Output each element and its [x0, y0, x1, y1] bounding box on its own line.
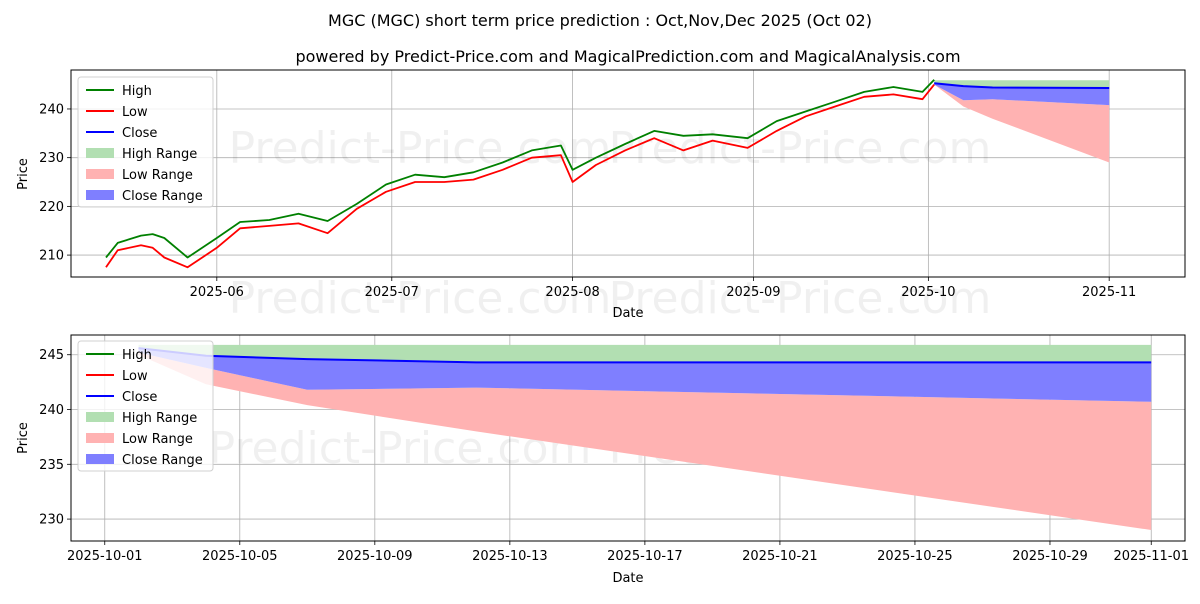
y-tick-label: 240	[39, 102, 64, 117]
x-tick-label: 2025-10-13	[472, 549, 548, 564]
legend-label: Close	[122, 390, 157, 405]
low-range-band	[138, 352, 1152, 530]
legend-patch-swatch	[86, 190, 114, 200]
chart-title: MGC (MGC) short term price prediction : …	[328, 11, 872, 30]
bottom-y-axis-label: Price	[16, 422, 31, 454]
y-tick-label: 220	[39, 200, 64, 215]
y-tick-label: 245	[39, 348, 64, 363]
legend-label: High Range	[122, 411, 197, 426]
bottom-legend: High Low Close High Range Low Range Close Ran…	[77, 340, 214, 472]
legend-label: Low	[122, 369, 148, 384]
legend-label: Low	[122, 105, 148, 120]
x-tick-label: 2025-10-09	[337, 549, 413, 564]
legend-patch-swatch	[86, 454, 114, 464]
top-series-layer	[105, 79, 1110, 269]
x-tick-label: 2025-10-05	[202, 549, 278, 564]
legend-patch-swatch	[86, 433, 114, 443]
chart-subtitle: powered by Predict-Price.com and Magical…	[295, 47, 960, 66]
y-tick-label: 240	[39, 403, 64, 418]
legend-label: Low Range	[122, 168, 193, 183]
legend-label: High	[122, 84, 152, 99]
legend-label: Close Range	[122, 453, 203, 468]
top-chart-panel: Predict-Price.com Predict-Price.com Pred…	[16, 69, 1186, 324]
high-line	[105, 79, 935, 259]
legend-label: High	[122, 348, 152, 363]
y-tick-label: 230	[39, 151, 64, 166]
x-tick-label: 2025-10-01	[67, 549, 143, 564]
x-tick-label: 2025-09	[726, 285, 780, 300]
x-tick-label: 2025-11-01	[1113, 549, 1189, 564]
x-tick-label: 2025-10-29	[1012, 549, 1088, 564]
x-tick-label: 2025-10-25	[877, 549, 953, 564]
bottom-axes-frame	[70, 334, 1186, 542]
legend-patch-swatch	[86, 412, 114, 422]
x-tick-label: 2025-11	[1082, 285, 1136, 300]
x-tick-label: 2025-10-17	[607, 549, 683, 564]
x-tick-label: 2025-07	[365, 285, 419, 300]
svg-text:Predict-Price.com: Predict-Price.com	[609, 273, 992, 324]
bottom-x-axis-label: Date	[612, 571, 643, 586]
x-tick-label: 2025-08	[545, 285, 599, 300]
bottom-chart-panel: Predict-Price.com Predict-Price.com 2302…	[16, 334, 1189, 586]
top-axes-frame	[70, 69, 1186, 278]
svg-text:Predict-Price.com: Predict-Price.com	[229, 273, 612, 324]
x-tick-label: 2025-10	[901, 285, 955, 300]
legend-patch-swatch	[86, 148, 114, 158]
low-range-band	[934, 84, 1110, 163]
top-y-axis-label: Price	[16, 158, 31, 190]
legend-patch-swatch	[86, 169, 114, 179]
low-line	[105, 84, 935, 269]
high-range-band	[138, 344, 1152, 363]
svg-text:Predict-Price.com: Predict-Price.com	[229, 123, 612, 174]
legend-label: Close Range	[122, 189, 203, 204]
top-axis-ticks: 210 220 230 240 2025-06 2025-07 2025-08 2025-09…	[39, 102, 1136, 300]
x-tick-label: 2025-10-21	[742, 549, 818, 564]
x-tick-label: 2025-06	[190, 285, 244, 300]
legend-label: Close	[122, 126, 157, 141]
top-legend: High Low Close High Range Low Range Close Ran…	[77, 76, 214, 208]
svg-text:Predict-Price.com: Predict-Price.com	[609, 123, 992, 174]
y-tick-label: 230	[39, 513, 64, 528]
close-line	[934, 82, 1110, 89]
bottom-series-layer	[138, 344, 1152, 530]
y-tick-label: 210	[39, 249, 64, 264]
top-x-axis-label: Date	[612, 306, 643, 321]
top-watermark: Predict-Price.com Predict-Price.com Pred…	[229, 123, 992, 324]
bottom-axis-ticks: 230 235 240 245 2025-10-01 2025-10-05 2025-10-…	[39, 348, 1189, 564]
legend-label: High Range	[122, 147, 197, 162]
y-tick-label: 235	[39, 458, 64, 473]
legend-label: Low Range	[122, 432, 193, 447]
